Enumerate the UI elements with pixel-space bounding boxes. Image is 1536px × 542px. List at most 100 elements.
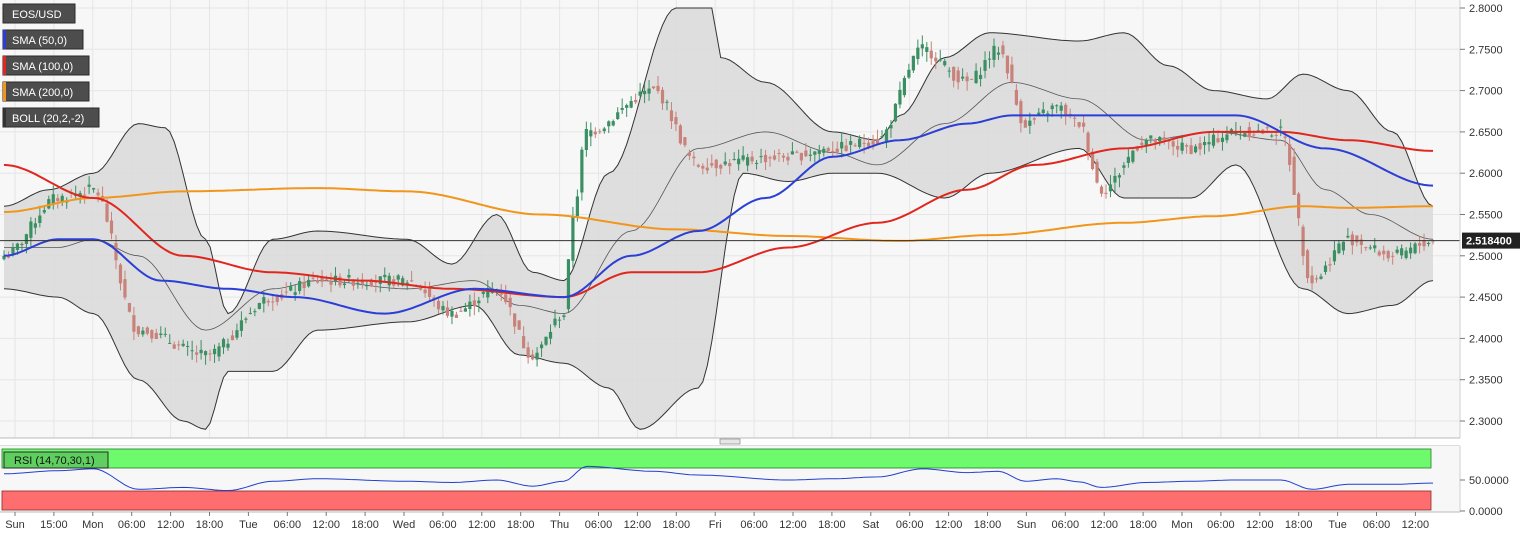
x-axis: Sun 15:00 Mon 06:00 12:00 18:00 Tue 06:00 12:00 1… [0, 511, 1460, 531]
candle-body [616, 112, 620, 120]
candle-body [159, 333, 163, 335]
legend-item[interactable]: SMA (50,0) [2, 29, 84, 50]
candle-body [208, 353, 212, 355]
candle-body [902, 77, 907, 96]
candle-body [307, 279, 311, 287]
candle-body [118, 264, 123, 284]
candle-body [298, 281, 302, 292]
pane-divider[interactable] [0, 437, 1460, 447]
legend-item[interactable]: SMA (200,0) [2, 81, 90, 102]
candle-body [1090, 151, 1095, 170]
legend-item[interactable]: EOS/USD [2, 3, 76, 24]
candle-body [575, 196, 579, 217]
candle-body [920, 44, 924, 49]
candle-body [853, 145, 857, 147]
rsi-legend-item[interactable]: RSI (14,70,30,1) [3, 451, 109, 469]
candle-body [629, 100, 633, 108]
legend-label: EOS/USD [12, 9, 62, 21]
candle-body [647, 88, 651, 94]
candle-body [1032, 118, 1036, 120]
candle-body [934, 57, 938, 62]
candle-body [754, 162, 759, 164]
candle-body [221, 339, 226, 348]
candle-body [634, 99, 638, 103]
candle-body [1337, 243, 1341, 254]
candle-body [1310, 275, 1314, 284]
candle-body [1005, 55, 1010, 74]
candle-body [969, 78, 974, 80]
candle-body [248, 313, 252, 315]
candle-body [956, 70, 960, 83]
candle-body [11, 247, 15, 254]
candle-body [1140, 142, 1144, 145]
y-tick-label: 2.5000 [1469, 251, 1503, 263]
x-tick-label: 06:00 [740, 519, 768, 531]
candle-body [132, 315, 136, 332]
x-tick-label: 12:00 [935, 519, 963, 531]
candle-body [1198, 143, 1202, 150]
candle-body [1391, 255, 1395, 257]
candle-body [1162, 137, 1166, 140]
rsi-panel: RSI (14,70,30,1) 50.0000 0.0000 [0, 446, 1509, 518]
candle-body [114, 242, 118, 261]
candle-body [804, 150, 808, 157]
candle-body [683, 137, 687, 146]
candle-body [378, 276, 382, 284]
candle-body [884, 129, 889, 142]
candle-body [835, 148, 839, 152]
candle-body [463, 308, 468, 312]
candle-body [517, 320, 521, 330]
y-tick-label: 2.5500 [1469, 210, 1503, 222]
legend-item[interactable]: BOLL (20,2,-2) [2, 107, 100, 128]
candle-body [808, 154, 812, 156]
candle-body [387, 275, 391, 286]
candle-body [1113, 175, 1117, 183]
candle-body [217, 346, 221, 357]
candle-body [1332, 250, 1337, 262]
candle-body [687, 152, 691, 156]
candle-body [871, 141, 875, 145]
candle-body [145, 327, 149, 334]
candle-body [347, 275, 351, 278]
legend-item[interactable]: SMA (100,0) [2, 55, 90, 76]
candle-body [1059, 105, 1063, 111]
candle-body [750, 156, 754, 162]
legend-swatch [3, 82, 6, 101]
x-tick-label: 12:00 [1246, 519, 1274, 531]
legend-label: SMA (100,0) [12, 61, 73, 73]
candle-body [1073, 117, 1077, 119]
candle-body [1355, 235, 1359, 243]
legend[interactable]: EOS/USD SMA (50,0) SMA (100,0) SMA (200,0) B… [2, 3, 100, 128]
legend-label: SMA (50,0) [12, 35, 67, 47]
x-tick-label: 18:00 [351, 519, 379, 531]
legend-box [2, 3, 76, 24]
resize-handle-icon[interactable] [719, 438, 741, 445]
candle-body [781, 155, 786, 158]
candle-body [24, 234, 28, 245]
candle-body [230, 335, 235, 341]
last-price-badge [1462, 232, 1520, 249]
candle-body [427, 288, 432, 297]
candle-body [141, 330, 145, 335]
candle-body [1068, 113, 1072, 115]
x-tick-label: 06:00 [1363, 519, 1391, 531]
candle-body [987, 58, 992, 60]
candle-body [1050, 105, 1054, 110]
candle-body [190, 350, 194, 352]
legend-label: SMA (200,0) [12, 87, 73, 99]
candle-body [360, 279, 364, 284]
candle-body [78, 193, 82, 197]
candle-body [51, 194, 55, 205]
candle-body [239, 320, 244, 331]
candle-body [678, 125, 683, 144]
candle-body [1274, 134, 1278, 136]
candle-body [1417, 243, 1422, 246]
candle-body [91, 188, 96, 190]
candle-body [692, 156, 696, 159]
candle-body [1010, 64, 1014, 83]
candle-body [257, 302, 261, 309]
candle-body [87, 184, 91, 187]
candle-body [539, 344, 544, 349]
candle-body [1023, 120, 1027, 128]
